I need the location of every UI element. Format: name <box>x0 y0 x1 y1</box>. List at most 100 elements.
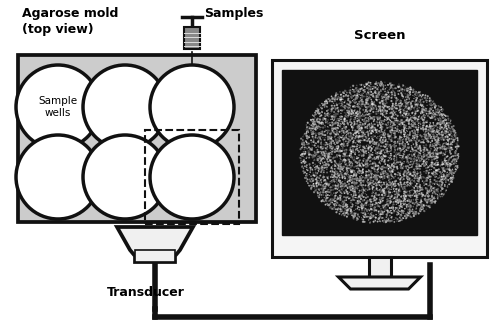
Point <box>310 190 318 195</box>
Point <box>374 109 382 114</box>
Point <box>361 137 369 143</box>
Point <box>334 207 342 212</box>
Point <box>414 178 422 183</box>
Point <box>322 196 330 201</box>
Point <box>444 132 452 137</box>
Point <box>314 157 322 162</box>
Point <box>346 187 354 193</box>
Point <box>392 198 400 203</box>
Point <box>418 199 426 204</box>
Point <box>350 208 358 213</box>
Point <box>337 124 345 129</box>
Point <box>324 155 332 160</box>
Point <box>332 132 340 137</box>
Point <box>423 147 431 153</box>
Point <box>394 198 402 203</box>
Point <box>334 183 342 188</box>
Point <box>378 118 386 124</box>
Point <box>410 124 418 129</box>
Point <box>432 127 440 132</box>
Point <box>326 136 334 141</box>
Point <box>336 180 344 185</box>
Point <box>366 122 374 127</box>
Point <box>380 131 388 136</box>
Point <box>344 121 352 126</box>
Point <box>428 105 436 111</box>
Point <box>433 158 441 163</box>
Point <box>318 195 326 200</box>
Point <box>344 174 351 179</box>
Point <box>415 105 423 110</box>
Point <box>424 154 432 159</box>
Point <box>378 189 386 194</box>
Point <box>400 146 408 151</box>
Point <box>326 131 334 136</box>
Point <box>448 146 456 151</box>
Point <box>413 149 421 154</box>
Point <box>378 169 386 175</box>
Point <box>434 153 442 158</box>
Point <box>376 115 384 120</box>
Point <box>311 115 319 121</box>
Point <box>369 91 377 96</box>
Point <box>372 183 380 188</box>
Point <box>439 119 447 124</box>
Point <box>392 199 400 204</box>
Point <box>314 131 322 136</box>
Point <box>348 149 356 154</box>
Point <box>360 156 368 161</box>
Point <box>426 106 434 111</box>
Point <box>383 139 391 145</box>
Point <box>348 193 356 198</box>
Point <box>426 187 434 193</box>
Point <box>401 197 409 202</box>
Point <box>348 141 356 146</box>
Point <box>440 168 448 173</box>
Point <box>359 213 367 218</box>
Point <box>370 156 378 161</box>
Point <box>388 85 396 90</box>
Point <box>348 186 356 191</box>
Point <box>344 102 352 107</box>
Point <box>408 153 416 159</box>
Point <box>348 112 356 117</box>
Point <box>400 122 408 128</box>
Point <box>427 135 435 140</box>
Point <box>394 181 402 186</box>
Point <box>390 165 398 170</box>
Point <box>451 153 459 158</box>
Point <box>423 186 431 191</box>
Point <box>376 186 384 191</box>
Point <box>415 202 423 207</box>
Point <box>425 170 433 175</box>
Point <box>405 176 413 181</box>
Point <box>348 128 356 133</box>
Point <box>406 181 414 187</box>
Point <box>446 170 454 175</box>
Point <box>438 185 446 190</box>
Point <box>426 163 434 168</box>
Point <box>408 209 416 214</box>
Point <box>344 202 351 208</box>
Point <box>310 176 318 181</box>
Point <box>441 147 449 152</box>
Point <box>406 152 413 157</box>
Point <box>328 137 336 143</box>
Point <box>408 152 416 157</box>
Point <box>322 113 330 118</box>
Point <box>410 136 418 141</box>
Point <box>346 161 354 166</box>
Point <box>381 150 389 155</box>
Point <box>414 169 422 175</box>
Point <box>353 128 361 133</box>
Point <box>310 119 318 124</box>
Point <box>360 152 368 157</box>
Point <box>408 104 416 109</box>
Point <box>340 164 347 169</box>
Point <box>382 170 390 176</box>
Point <box>367 147 375 152</box>
Point <box>347 198 355 203</box>
Point <box>356 178 364 183</box>
Point <box>372 84 380 90</box>
Point <box>403 88 411 93</box>
